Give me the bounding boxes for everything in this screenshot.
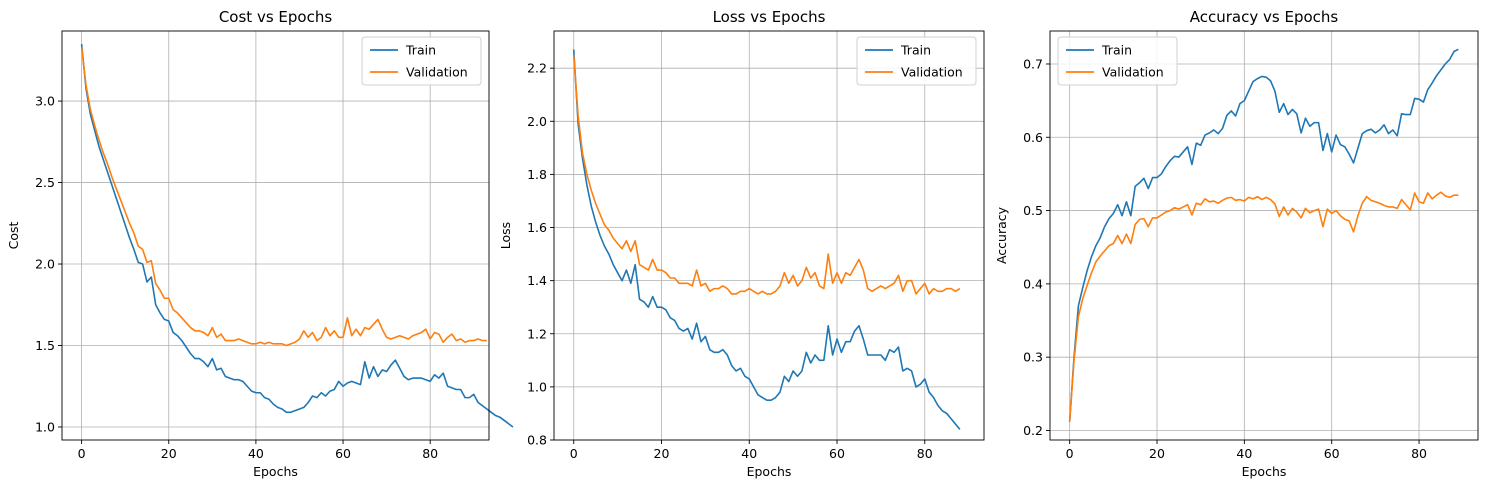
legend-label: Train <box>900 43 931 58</box>
y-tick-label: 0.4 <box>1023 276 1043 291</box>
y-tick-label: 2.0 <box>35 257 55 272</box>
plot-area-frame <box>553 30 985 441</box>
y-tick-label: 0.2 <box>1023 423 1043 438</box>
y-tick-label: 2.2 <box>527 61 547 76</box>
series-line-train <box>572 49 961 430</box>
x-tick-label: 20 <box>654 446 670 461</box>
chart-title: Loss vs Epochs <box>713 8 826 26</box>
y-tick-label: 2.5 <box>35 175 55 190</box>
legend-frame <box>856 36 977 86</box>
legend-label: Train <box>1101 43 1132 58</box>
legend: Train Validation <box>856 36 977 86</box>
y-tick-label: 0.6 <box>1023 130 1043 145</box>
x-axis-label: Epochs <box>253 464 298 479</box>
x-tick-label: 20 <box>161 446 177 461</box>
x-tick-label: 0 <box>1066 446 1074 461</box>
series-line-validation <box>80 47 487 347</box>
series-line-validation <box>572 54 961 295</box>
y-tick-label: 1.5 <box>35 338 55 353</box>
y-tick-label: 1.8 <box>527 167 547 182</box>
x-tick-label: 60 <box>335 446 351 461</box>
x-tick-label: 80 <box>422 446 438 461</box>
y-tick-label: 0.7 <box>1023 56 1043 71</box>
y-axis-label: Loss <box>498 222 513 249</box>
y-tick-label: 3.0 <box>35 94 55 109</box>
series-line-validation <box>1068 191 1459 422</box>
x-tick-label: 40 <box>1236 446 1252 461</box>
legend-label: Train <box>405 43 436 58</box>
y-tick-label: 1.4 <box>527 273 547 288</box>
y-tick-label: 0.8 <box>527 433 547 448</box>
legend-label: Validation <box>901 65 963 80</box>
legend-frame <box>361 36 482 86</box>
y-tick-label: 0.3 <box>1023 350 1043 365</box>
x-tick-label: 60 <box>1324 446 1340 461</box>
y-tick-label: 0.5 <box>1023 203 1043 218</box>
chart-title: Cost vs Epochs <box>219 8 333 26</box>
x-tick-label: 0 <box>78 446 86 461</box>
series-line-train <box>1068 48 1459 422</box>
x-tick-label: 40 <box>248 446 264 461</box>
x-axis-label: Epochs <box>1242 464 1287 479</box>
chart-panel-1: 0 20 40 60 80 1.0 1.5 2.0 2.5 3.0 Cost vs Epochs Ep… <box>6 8 514 479</box>
plot-area-frame <box>61 30 490 441</box>
y-tick-label: 1.0 <box>527 379 547 394</box>
plot-area-frame <box>1049 30 1479 441</box>
x-tick-label: 80 <box>917 446 933 461</box>
legend-frame <box>1057 36 1178 86</box>
legend: Train Validation <box>1057 36 1178 86</box>
legend-label: Validation <box>406 65 468 80</box>
y-axis-label: Accuracy <box>994 206 1009 264</box>
x-tick-label: 40 <box>741 446 757 461</box>
x-tick-label: 0 <box>570 446 578 461</box>
y-tick-label: 1.2 <box>527 326 547 341</box>
x-tick-label: 80 <box>1411 446 1427 461</box>
y-tick-label: 1.6 <box>527 220 547 235</box>
chart-panel-3: 0 20 40 60 80 0.2 0.3 0.4 0.5 0.6 0.7 Accuracy vs E… <box>994 8 1479 479</box>
chart-panel-2: 0 20 40 60 80 0.8 1.0 1.2 1.4 1.6 1.8 2.0 2.2 Loss vs… <box>498 8 985 479</box>
y-tick-label: 2.0 <box>527 114 547 129</box>
x-tick-label: 20 <box>1149 446 1165 461</box>
y-axis-label: Cost <box>6 222 21 250</box>
x-axis-label: Epochs <box>747 464 792 479</box>
legend-label: Validation <box>1102 65 1164 80</box>
legend: Train Validation <box>361 36 482 86</box>
y-tick-label: 1.0 <box>35 419 55 434</box>
chart-title: Accuracy vs Epochs <box>1190 8 1339 26</box>
series-line-train <box>80 43 514 428</box>
x-tick-label: 60 <box>829 446 845 461</box>
